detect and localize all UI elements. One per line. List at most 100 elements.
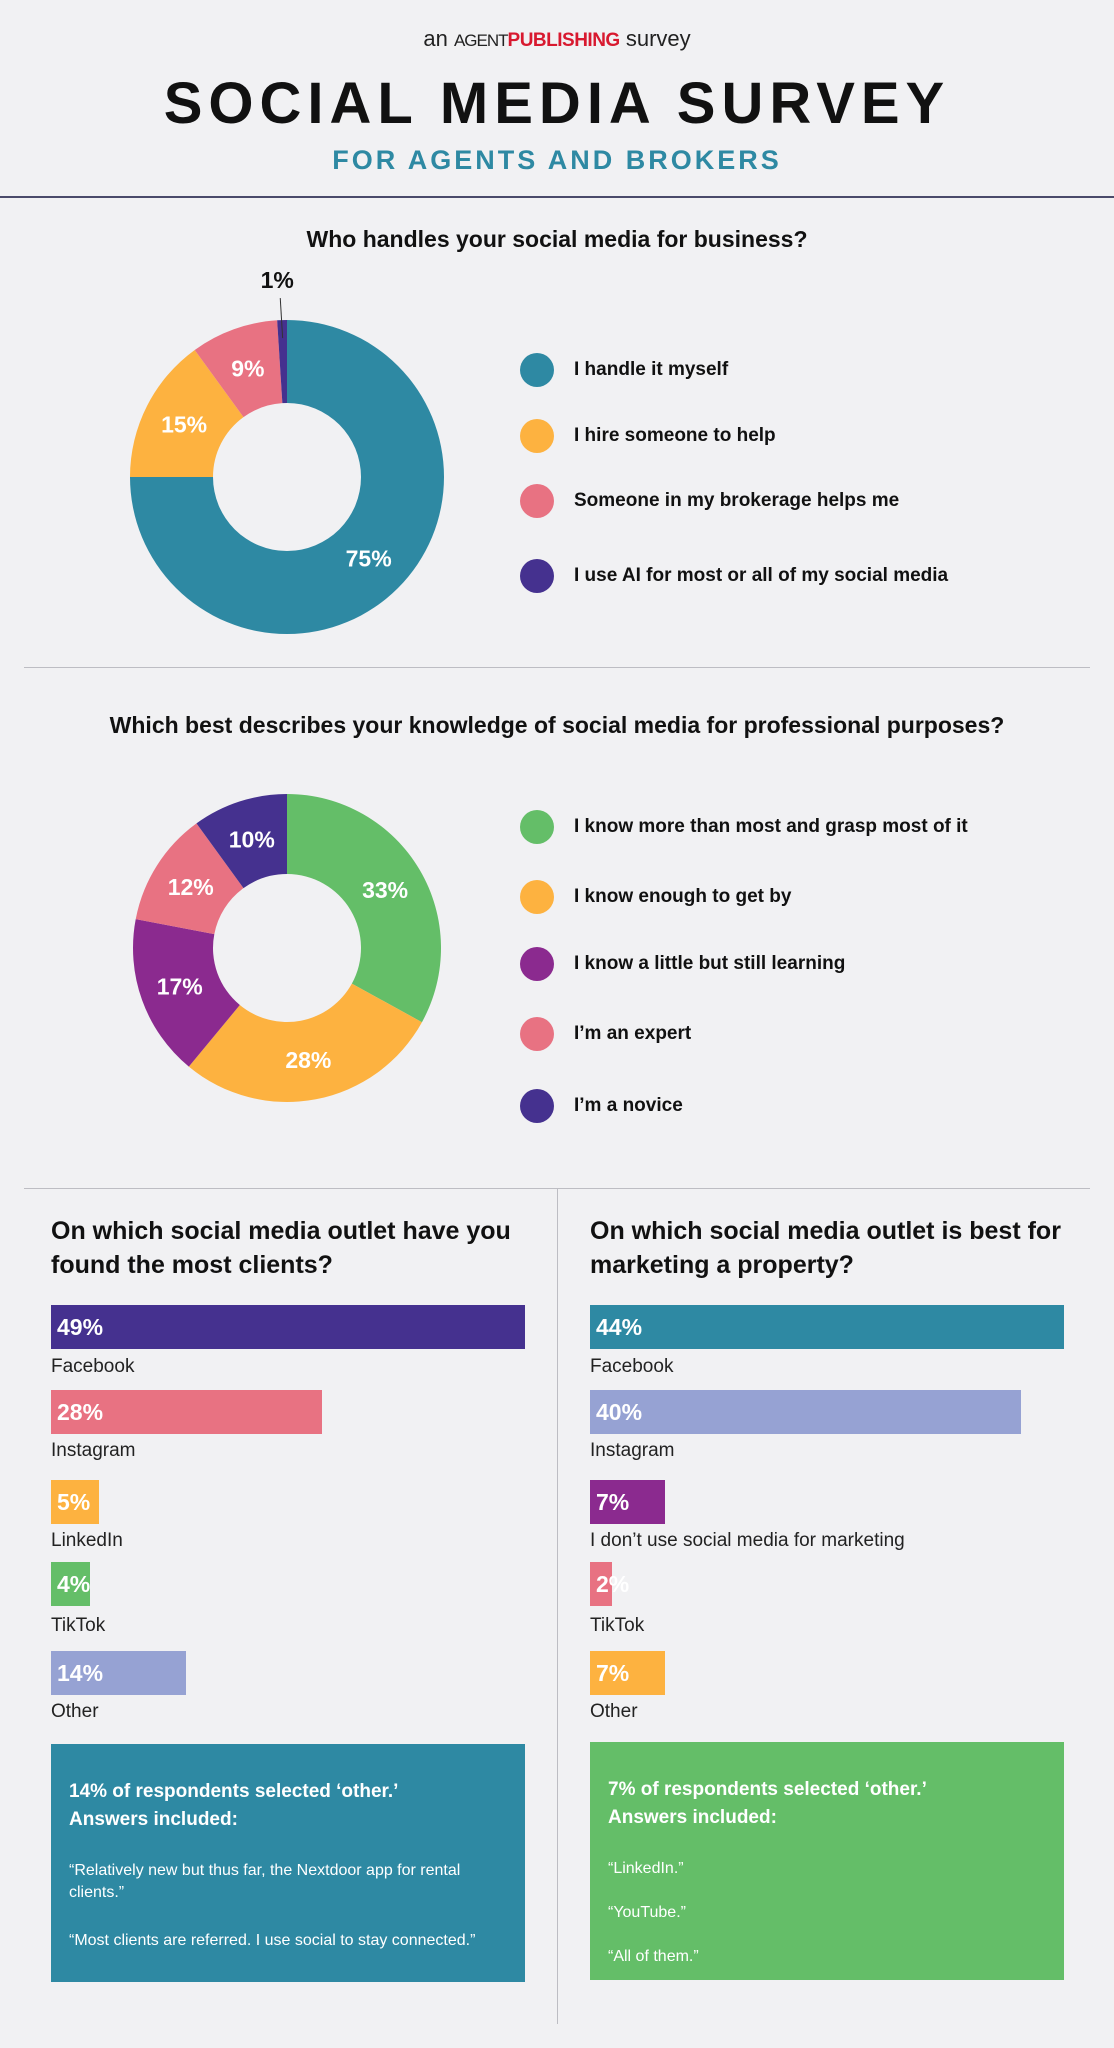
legend-item: I know enough to get by [520,879,791,915]
bar: 7% [590,1651,666,1695]
legend-label: Someone in my brokerage helps me [574,490,900,511]
section-divider [24,667,1090,668]
brand-line: an AGENTPUBLISHING survey [0,26,1114,52]
legend-item: I know a little but still learning [520,946,845,982]
other-answers-box-clients: 14% of respondents selected ‘other.’ Answ… [51,1744,525,1982]
donut-slice [277,320,287,404]
legend-label: I know more than most and grasp most of … [574,816,968,837]
brand-suffix: survey [625,26,691,51]
page-subtitle: FOR AGENTS AND BROKERS [332,145,782,175]
brand-logo-publishing: PUBLISHING [507,30,621,51]
legend-label: I’m a novice [574,1095,683,1116]
bar-value-label: 28% [57,1398,104,1425]
bar-category-label: Instagram [590,1440,675,1461]
bar-category-label: TikTok [590,1615,645,1636]
bar-value-label: 4% [57,1570,91,1597]
donut-slice [188,983,422,1102]
other-quote: “LinkedIn.” [608,1860,684,1877]
donut-slice [196,794,287,889]
slice-label: 9% [231,355,264,381]
other-box-heading: 7% of respondents selected ‘other.’ [608,1779,927,1800]
bar-category-label: Other [590,1701,638,1722]
other-quote: “All of them.” [608,1948,699,1965]
brand-logo-agent: AGENT [453,31,509,50]
slice-label: 15% [161,412,207,438]
bar: 4% [51,1562,90,1606]
bar: 44% [590,1305,1064,1349]
slice-label: 12% [168,874,214,900]
donut-slice [130,349,244,477]
question-1-title: Who handles your social media for busine… [306,226,808,252]
legend-item: I’m a novice [520,1088,683,1124]
slice-label: 10% [229,827,275,853]
bar-value-label: 40% [596,1398,643,1425]
bar: 40% [590,1390,1021,1434]
bar: 2% [590,1562,629,1606]
donut-slice [135,823,244,935]
question-3-title: On which social media outlet have you fo… [51,1217,511,1279]
legend-swatch [520,1089,554,1123]
donut-slice [133,919,240,1067]
column-divider [557,1188,558,2024]
legend-label: I hire someone to help [574,425,776,446]
legend-item: I hire someone to help [520,418,776,454]
legend-item: I handle it myself [520,352,728,388]
legend-label: I use AI for most or all of my social me… [574,565,949,586]
legend-swatch [520,1017,554,1051]
slice-label: 1% [261,267,294,293]
donut-chart-knowledge: 33% 28% 17% 12% 10% [133,794,442,1102]
other-box-subheading: Answers included: [608,1807,777,1828]
other-box-subheading: Answers included: [69,1809,238,1830]
bar: 49% [51,1305,525,1349]
legend-item: I know more than most and grasp most of … [520,809,968,845]
bar: 28% [51,1390,322,1434]
donut-chart-handles: 75% 15% 9% 1% [130,267,444,634]
bar-category-label: Other [51,1701,99,1722]
donut-slice [287,794,442,1023]
bar: 14% [51,1651,187,1695]
legend-swatch [520,810,554,844]
bar: 5% [51,1480,100,1524]
question-2-title: Which best describes your knowledge of s… [109,712,1005,738]
legend-swatch [520,484,554,518]
bar-value-label: 44% [596,1313,643,1340]
legend-label: I know enough to get by [574,886,792,907]
bar-category-label: TikTok [51,1615,106,1636]
bar-category-label: Instagram [51,1440,136,1461]
other-quote: “Most clients are referred. I use social… [69,1932,476,1949]
slice-label: 28% [285,1047,331,1073]
bar-category-label: I don’t use social media for marketing [590,1530,905,1551]
legend-item: I’m an expert [520,1016,691,1052]
bar-category-label: Facebook [51,1356,135,1377]
bar-value-label: 49% [57,1313,104,1340]
legend-swatch [520,559,554,593]
other-box-heading: 14% of respondents selected ‘other.’ [69,1781,399,1802]
legend-item: I use AI for most or all of my social me… [520,558,948,594]
bar-value-label: 7% [596,1488,630,1515]
other-answers-box-marketing: 7% of respondents selected ‘other.’ Answe… [590,1742,1064,1980]
bar-value-label: 2% [596,1570,630,1597]
bar-value-label: 14% [57,1659,104,1686]
legend-swatch [520,353,554,387]
bar-value-label: 5% [57,1488,91,1515]
slice-label: 17% [157,974,203,1000]
legend-label: I’m an expert [574,1023,692,1044]
question-4-title: On which social media outlet is best for… [590,1217,1061,1279]
bar-value-label: 7% [596,1659,630,1686]
legend-item: Someone in my brokerage helps me [520,483,899,519]
legend-swatch [520,419,554,453]
donut-slice [194,320,283,418]
leader-line [279,298,284,339]
legend-label: I handle it myself [574,359,729,380]
donut-slice [130,320,444,634]
brand-prefix: an [423,26,448,51]
legend-label: I know a little but still learning [574,953,846,974]
bar: 7% [590,1480,666,1524]
other-quote: “YouTube.” [608,1904,686,1921]
bar-category-label: Facebook [590,1356,674,1377]
other-quote: “Relatively new but thus far, the Nextdo… [69,1862,461,1901]
slice-label: 33% [362,877,408,903]
legend-swatch [520,947,554,981]
bar-category-label: LinkedIn [51,1530,123,1551]
slice-label: 75% [346,546,392,572]
